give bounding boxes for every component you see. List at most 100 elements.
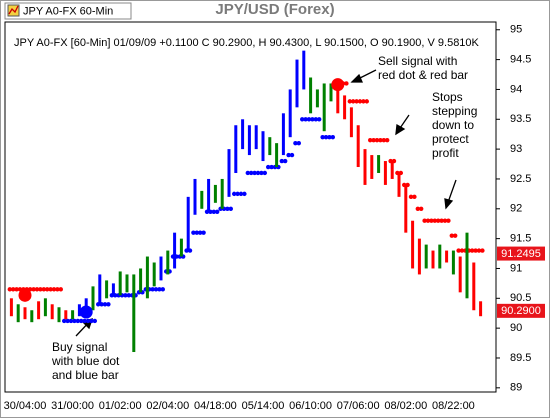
price-bar — [254, 125, 258, 150]
stop-dot — [89, 318, 94, 324]
stop-dot — [283, 158, 288, 164]
stop-dot — [351, 99, 356, 104]
stop-dot — [422, 218, 427, 223]
price-bar — [213, 184, 217, 203]
price-bar — [111, 283, 115, 296]
x-tick-label: 05/14:00 — [242, 400, 285, 412]
stop-dot — [65, 318, 70, 324]
stop-dot — [259, 170, 264, 176]
stop-dot — [198, 230, 203, 235]
stop-dot — [255, 170, 261, 176]
stop-dot — [150, 287, 155, 292]
signal-dot — [79, 305, 93, 319]
stop-dot — [61, 318, 67, 324]
y-tick-label: 94.5 — [510, 54, 531, 66]
stop-dot — [323, 134, 329, 140]
price-bar — [281, 113, 285, 156]
stop-dot — [378, 137, 383, 143]
price-bar — [390, 161, 394, 179]
stop-dot — [211, 209, 216, 214]
price-bar — [363, 149, 367, 185]
stop-dot — [75, 318, 81, 324]
price-bar — [247, 125, 251, 156]
stop-dot — [446, 218, 451, 223]
price-bar — [9, 298, 13, 317]
x-tick-label: 08/22:00 — [432, 400, 475, 412]
price-bar — [445, 250, 449, 263]
y-tick-label: 89.5 — [510, 352, 531, 364]
annotation: protect — [432, 132, 469, 146]
price-bar — [159, 256, 163, 281]
y-tick-label: 93.5 — [510, 113, 531, 125]
stop-dot — [85, 318, 91, 324]
stop-dot — [232, 191, 237, 197]
stop-dot — [72, 318, 77, 324]
y-tick-label: 91.5 — [510, 233, 531, 245]
price-bar — [193, 178, 197, 215]
price-bar — [322, 83, 326, 132]
stop-dot — [160, 287, 165, 292]
stop-dot — [245, 170, 250, 176]
y-tick-label: 90.5 — [510, 292, 531, 304]
price-bar — [132, 274, 136, 353]
x-tick-label: 08/02:00 — [384, 400, 427, 412]
price-marker — [497, 303, 545, 318]
stop-dot — [408, 194, 414, 200]
stop-dot — [480, 248, 485, 253]
header-icon-line — [8, 5, 19, 15]
stop-dot — [11, 287, 16, 292]
stop-dot — [215, 209, 220, 214]
stop-dot — [102, 302, 108, 307]
price-bar — [329, 83, 333, 102]
annotation: and blue bar — [52, 368, 119, 382]
stop-dot — [364, 99, 369, 104]
price-bar — [383, 161, 387, 185]
stop-dot — [235, 191, 240, 197]
price-bar — [118, 271, 122, 296]
stop-dot — [58, 287, 63, 292]
x-tick-label: 06/10:00 — [289, 400, 332, 412]
stop-dot — [106, 302, 111, 307]
x-tick-label: 31/00:00 — [51, 400, 94, 412]
annotation: red dot & red bar — [378, 68, 468, 82]
stop-dot — [371, 137, 376, 143]
arrows — [75, 69, 457, 337]
annotation: with blue dot — [51, 354, 120, 368]
stop-dot — [225, 206, 230, 211]
stop-dot — [31, 287, 36, 292]
price-bar — [50, 304, 54, 320]
y-tick-label: 89 — [510, 382, 522, 394]
stop-dot — [157, 287, 162, 292]
price-bar — [349, 107, 353, 138]
price-bar — [207, 178, 211, 212]
stop-dot — [55, 287, 60, 292]
price-bar — [220, 178, 224, 209]
price-bar — [451, 250, 455, 275]
stop-dot — [310, 117, 315, 122]
price-bar — [458, 256, 462, 293]
stop-dot — [381, 137, 386, 143]
price-bar — [57, 307, 61, 323]
stop-dot — [425, 218, 431, 223]
price-bar — [336, 89, 340, 114]
price-bar — [438, 244, 442, 269]
stop-dot — [313, 117, 318, 122]
price-bar — [23, 307, 27, 320]
signal-dot — [18, 288, 32, 302]
x-tick-label: 30/04:00 — [4, 400, 47, 412]
annotation: down to — [432, 118, 474, 132]
stop-dot — [194, 230, 199, 235]
stop-dot — [123, 293, 128, 298]
price-bar — [295, 59, 299, 108]
price-bar — [227, 149, 231, 197]
stop-dot — [7, 287, 12, 292]
price-bar — [186, 196, 190, 251]
stop-dot — [79, 318, 84, 324]
price-marker — [497, 246, 545, 261]
price-bar — [241, 119, 245, 150]
annotation: stepping — [432, 104, 477, 118]
price-bar — [343, 95, 347, 120]
stop-dot — [266, 164, 271, 170]
